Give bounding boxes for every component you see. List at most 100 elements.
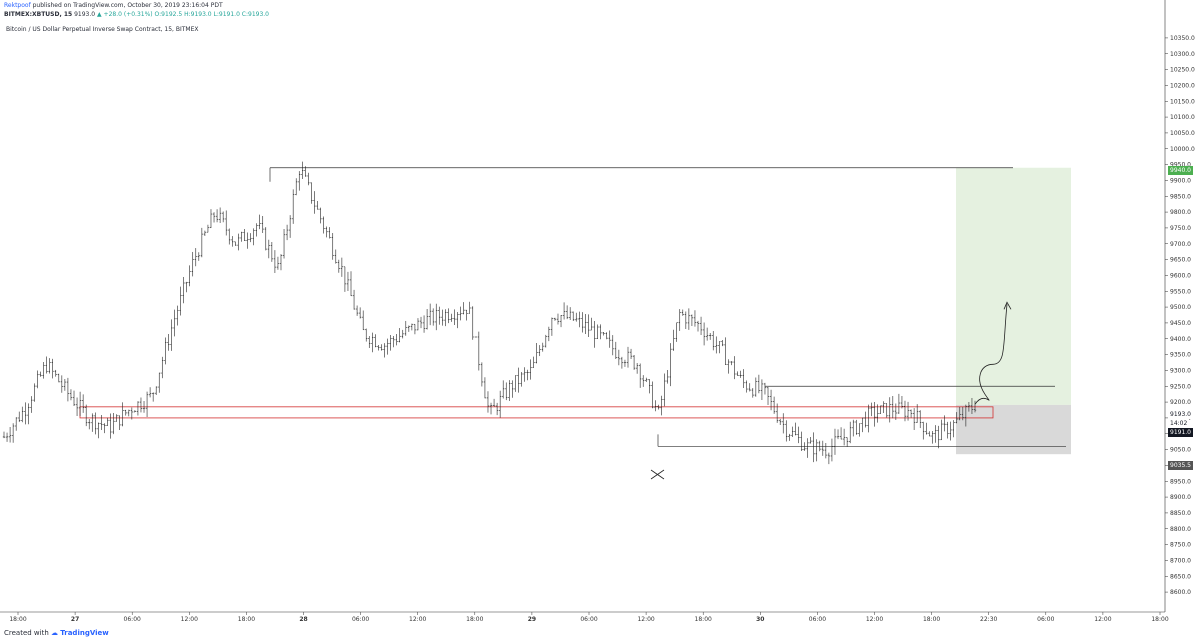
candle bbox=[355, 305, 359, 316]
candle bbox=[361, 310, 365, 331]
arrowhead-icon bbox=[1003, 301, 1012, 310]
candle bbox=[237, 233, 240, 251]
price-axis[interactable]: 10350.0 10300.0 10250.0 10200.0 10150.0 10100… bbox=[1164, 0, 1195, 612]
candle bbox=[642, 375, 645, 387]
candle bbox=[182, 276, 185, 304]
candle bbox=[718, 341, 721, 354]
candle bbox=[489, 402, 493, 415]
candle bbox=[961, 406, 965, 421]
price-tick-label: 9400.0 bbox=[1170, 336, 1191, 343]
price-tick-label: 8700.0 bbox=[1170, 557, 1191, 564]
candle bbox=[148, 387, 152, 398]
author-link[interactable]: Rektpoof bbox=[4, 2, 31, 9]
candle bbox=[462, 302, 465, 315]
candle bbox=[252, 228, 255, 246]
time-tick-label: 06:00 bbox=[580, 616, 597, 623]
candle bbox=[967, 402, 971, 412]
candle bbox=[541, 342, 544, 352]
time-tick-label: 18:00 bbox=[923, 616, 940, 623]
candle bbox=[231, 236, 234, 247]
candle bbox=[282, 228, 286, 259]
candle bbox=[958, 406, 961, 421]
candle bbox=[325, 226, 328, 238]
time-tick-label: 28 bbox=[299, 616, 307, 623]
candle bbox=[660, 395, 663, 416]
candle bbox=[459, 306, 462, 321]
candle bbox=[645, 377, 648, 383]
candle bbox=[346, 271, 350, 292]
candle bbox=[708, 333, 712, 340]
price-tick-label: 8650.0 bbox=[1170, 573, 1191, 580]
time-tick-label: 12:00 bbox=[409, 616, 426, 623]
candle bbox=[635, 363, 639, 374]
candle bbox=[66, 377, 70, 402]
candle bbox=[60, 375, 64, 393]
candle bbox=[112, 412, 115, 435]
candle bbox=[209, 209, 213, 229]
candle bbox=[334, 249, 337, 264]
candle bbox=[581, 312, 584, 333]
candle bbox=[57, 373, 60, 383]
candle bbox=[501, 380, 505, 399]
candle bbox=[909, 409, 913, 418]
time-tick-label: 06:00 bbox=[352, 616, 369, 623]
candle bbox=[444, 309, 447, 327]
candle bbox=[803, 442, 806, 451]
tradingview-logo-text[interactable]: TradingView bbox=[60, 629, 109, 637]
candle bbox=[900, 395, 904, 409]
candle bbox=[103, 423, 106, 434]
candle bbox=[197, 252, 201, 261]
candle bbox=[106, 417, 109, 426]
candle bbox=[30, 396, 33, 413]
candle bbox=[535, 343, 538, 364]
time-axis[interactable]: 18:00 27 06:00 12:00 18:00 28 06:00 12:00 18:00 2… bbox=[0, 611, 1169, 623]
price-tick-label: 10350.0 bbox=[1170, 35, 1195, 42]
cross-marker bbox=[650, 469, 665, 480]
candle bbox=[240, 231, 243, 242]
candle bbox=[234, 241, 237, 246]
candle bbox=[876, 404, 879, 423]
candle bbox=[124, 409, 127, 416]
candle bbox=[264, 227, 267, 251]
candle bbox=[693, 310, 697, 327]
candle bbox=[748, 383, 751, 392]
candle bbox=[167, 333, 170, 351]
candle bbox=[651, 381, 654, 409]
candle bbox=[684, 311, 688, 330]
candle bbox=[559, 314, 563, 328]
candle bbox=[888, 397, 891, 423]
price-tick-label: 9250.0 bbox=[1170, 383, 1191, 390]
candle bbox=[952, 420, 955, 438]
candle bbox=[319, 207, 322, 224]
candle bbox=[839, 427, 843, 440]
candle bbox=[298, 171, 301, 191]
time-tick-label: 18:00 bbox=[466, 616, 483, 623]
candle bbox=[605, 332, 608, 340]
symbol-line: BITMEX:XBTUSD, 15 9193.0 ▲ +28.0 (+0.31%… bbox=[4, 11, 269, 18]
candle bbox=[307, 172, 310, 186]
candle bbox=[757, 374, 761, 394]
candle bbox=[824, 442, 828, 459]
candle bbox=[127, 409, 130, 417]
candle bbox=[648, 378, 651, 394]
candle bbox=[508, 380, 511, 401]
candle bbox=[316, 200, 319, 210]
price-change: ▲ +28.0 (+0.31%) bbox=[97, 11, 153, 18]
candle bbox=[818, 440, 821, 452]
candle bbox=[572, 311, 575, 321]
tradingview-logo-icon[interactable]: ☁ bbox=[51, 629, 59, 637]
candle bbox=[215, 209, 219, 223]
candle bbox=[285, 224, 289, 241]
candle bbox=[398, 328, 401, 343]
candle bbox=[221, 211, 225, 223]
time-tick-label: 30 bbox=[756, 616, 764, 623]
candle bbox=[861, 417, 864, 433]
time-tick-label: 18:00 bbox=[9, 616, 26, 623]
candle bbox=[419, 316, 423, 329]
candle bbox=[441, 309, 444, 326]
candle bbox=[185, 281, 188, 293]
candle bbox=[678, 309, 681, 331]
candle bbox=[587, 314, 590, 337]
candle bbox=[705, 327, 709, 341]
